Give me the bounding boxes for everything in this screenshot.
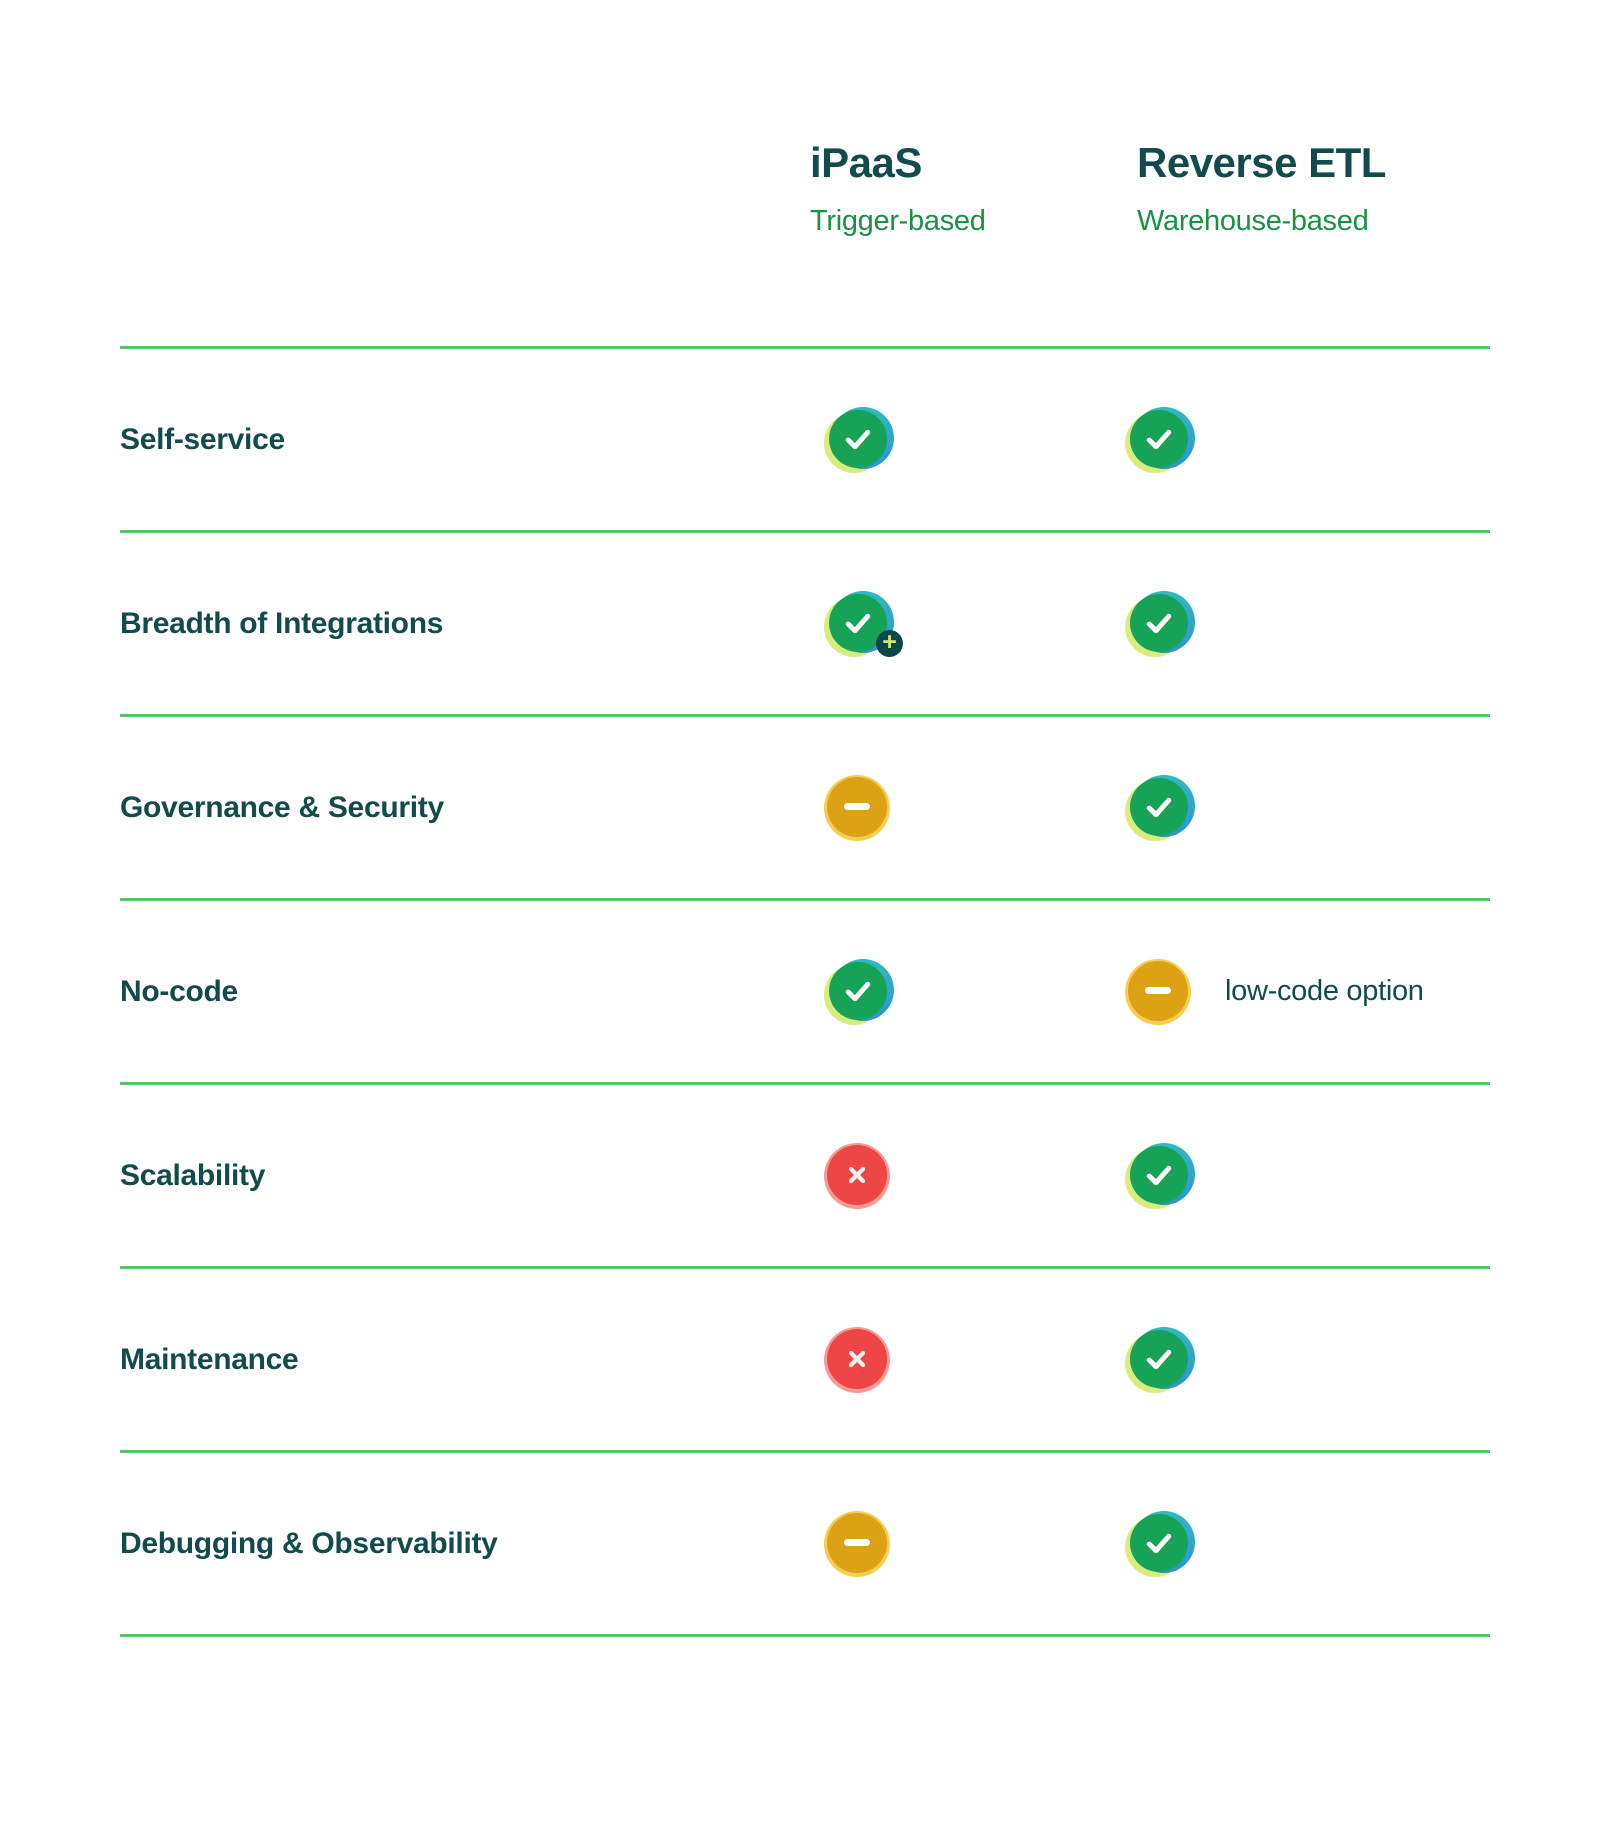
reverse-etl-cell xyxy=(1125,773,1490,843)
ipaas-cell xyxy=(810,773,1125,843)
reverse-etl-cell xyxy=(1125,405,1490,475)
dash-icon xyxy=(824,1509,894,1579)
table-row: Maintenance xyxy=(120,1266,1490,1450)
check-icon xyxy=(824,405,894,475)
reverse-etl-cell xyxy=(1125,1325,1490,1395)
cell-note: low-code option xyxy=(1225,975,1424,1007)
ipaas-cell xyxy=(810,1325,1125,1395)
table-row: Governance & Security xyxy=(120,714,1490,898)
check-icon xyxy=(1125,1141,1195,1211)
check-icon xyxy=(1125,405,1195,475)
check-icon xyxy=(824,957,894,1027)
ipaas-title: iPaaS xyxy=(810,139,922,186)
table-row: Debugging & Observability xyxy=(120,1450,1490,1634)
ipaas-subtitle: Trigger-based xyxy=(810,205,986,238)
check-plus-icon: + xyxy=(824,589,903,659)
check-icon xyxy=(1125,773,1195,843)
header-spacer xyxy=(120,140,810,346)
row-label: Maintenance xyxy=(120,1342,299,1376)
ipaas-cell xyxy=(810,957,1125,1027)
table-row: Self-service xyxy=(120,346,1490,530)
check-icon xyxy=(1125,1509,1195,1579)
table-row: Scalability xyxy=(120,1082,1490,1266)
ipaas-cell xyxy=(810,405,1125,475)
reverse-etl-cell xyxy=(1125,589,1490,659)
table-rows: Self-service Breadth of Integrations + G… xyxy=(120,346,1490,1637)
cross-icon xyxy=(824,1325,894,1395)
dash-icon xyxy=(1125,957,1195,1027)
reverse-etl-cell xyxy=(1125,1141,1490,1211)
table-row: Breadth of Integrations + xyxy=(120,530,1490,714)
ipaas-cell: + xyxy=(810,589,1125,659)
check-icon xyxy=(1125,589,1195,659)
row-label: Breadth of Integrations xyxy=(120,606,444,640)
dash-icon xyxy=(824,773,894,843)
reverse-etl-subtitle: Warehouse-based xyxy=(1137,205,1369,238)
reverse-etl-cell: low-code option xyxy=(1125,957,1490,1027)
reverse-etl-cell xyxy=(1125,1509,1490,1579)
table-header: iPaaS Trigger-based Reverse ETL Warehous… xyxy=(120,0,1490,346)
ipaas-cell xyxy=(810,1141,1125,1211)
row-label: Self-service xyxy=(120,422,285,456)
header-column-ipaas: iPaaS Trigger-based xyxy=(810,139,1125,346)
plus-badge: + xyxy=(876,629,903,657)
reverse-etl-title: Reverse ETL xyxy=(1137,139,1386,186)
row-label: No-code xyxy=(120,974,238,1008)
check-icon xyxy=(1125,1325,1195,1395)
table-row: No-code low-code option xyxy=(120,898,1490,1082)
cross-icon xyxy=(824,1141,894,1211)
row-label: Scalability xyxy=(120,1158,266,1192)
row-label: Debugging & Observability xyxy=(120,1526,498,1560)
row-label: Governance & Security xyxy=(120,790,444,824)
header-column-reverse-etl: Reverse ETL Warehouse-based xyxy=(1125,139,1490,346)
comparison-table: iPaaS Trigger-based Reverse ETL Warehous… xyxy=(120,0,1490,1637)
ipaas-cell xyxy=(810,1509,1125,1579)
